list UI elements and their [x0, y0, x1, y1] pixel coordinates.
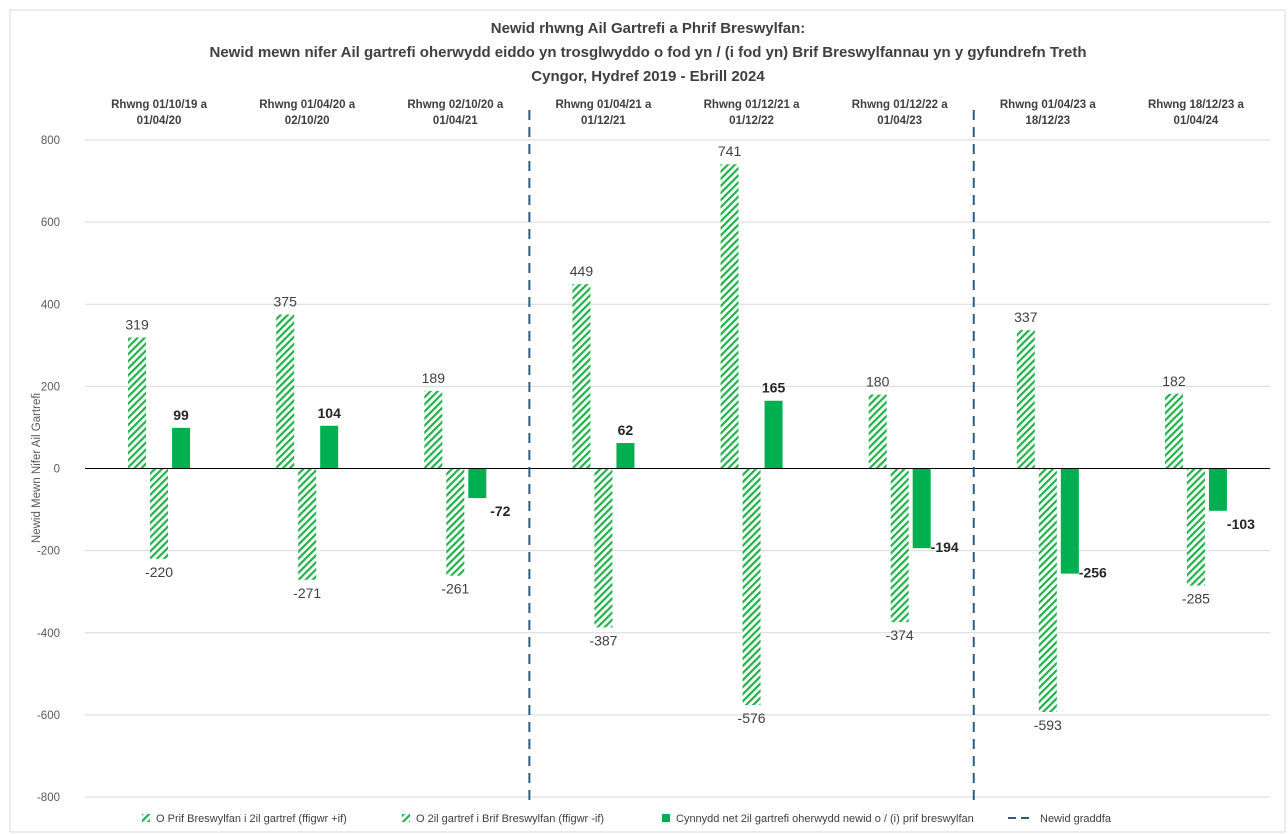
bar-3 — [172, 427, 191, 469]
data-label: 180 — [866, 374, 890, 390]
bar-2 — [890, 468, 909, 623]
data-label: -576 — [738, 710, 766, 726]
period-label: 01/04/20 — [137, 115, 182, 127]
period-label: 01/04/21 — [433, 115, 478, 127]
data-labels: 319 375 189 449 741 180 337 182 -220 -271 -261 -387… — [125, 143, 1255, 733]
period-label: Rhwng 01/04/23 a — [1000, 99, 1096, 111]
bar-2 — [446, 468, 465, 576]
y-tick-label: 0 — [54, 464, 60, 476]
bar-2 — [298, 468, 317, 580]
period-label: 01/12/22 — [729, 115, 774, 127]
y-axis-ticks: 800 600 400 200 0 -200 -400 -600 -800 — [37, 135, 60, 804]
bar-3 — [1060, 468, 1079, 574]
bar-1 — [424, 390, 443, 469]
data-label: -374 — [886, 627, 914, 643]
data-label: -103 — [1227, 516, 1255, 532]
period-label: Rhwng 01/04/20 a — [259, 99, 355, 111]
bar-1 — [868, 394, 887, 469]
legend-swatch — [142, 814, 150, 822]
period-labels: Rhwng 01/10/19 a 01/04/20 Rhwng 01/04/20 a… — [111, 99, 1244, 127]
y-tick-label: -200 — [37, 546, 60, 558]
legend: O Prif Breswylfan i 2il gartref (ffigwr … — [142, 813, 1112, 825]
y-tick-label: 600 — [41, 217, 60, 229]
bar-3 — [616, 443, 635, 469]
period-label: 01/12/21 — [581, 115, 626, 127]
period-label: 18/12/23 — [1025, 115, 1070, 127]
bar-2 — [1186, 468, 1205, 586]
period-label: 01/04/23 — [877, 115, 922, 127]
data-label: -194 — [931, 539, 959, 555]
data-label: 375 — [274, 294, 298, 310]
bar-3 — [912, 468, 931, 549]
data-label: 337 — [1014, 309, 1038, 325]
chart-title-line: Cyngor, Hydref 2019 - Ebrill 2024 — [531, 68, 765, 85]
data-label: 319 — [125, 317, 149, 333]
period-label: 01/04/24 — [1174, 115, 1219, 127]
scale-change-lines — [528, 110, 975, 803]
bar-2 — [150, 468, 169, 559]
bar-3 — [1208, 468, 1227, 511]
data-label: -285 — [1182, 591, 1210, 607]
data-label: -220 — [145, 564, 173, 580]
legend-swatch — [662, 814, 670, 822]
chart-title-line: Newid rhwng Ail Gartrefi a Phrif Breswyl… — [491, 20, 806, 37]
data-label: 104 — [318, 405, 342, 421]
period-label: Rhwng 02/10/20 a — [407, 99, 503, 111]
y-tick-label: 400 — [41, 299, 60, 311]
bar-1 — [1164, 393, 1183, 469]
data-label: 449 — [570, 263, 594, 279]
y-tick-label: 800 — [41, 135, 60, 147]
bar-1 — [128, 337, 147, 469]
bars — [128, 164, 1227, 713]
period-label: Rhwng 18/12/23 a — [1148, 99, 1244, 111]
bar-2 — [1038, 468, 1057, 713]
period-label: Rhwng 01/12/22 a — [852, 99, 948, 111]
data-label: -256 — [1079, 565, 1107, 581]
chart-title: Newid rhwng Ail Gartrefi a Phrif Breswyl… — [209, 20, 1086, 85]
period-label: Rhwng 01/10/19 a — [111, 99, 207, 111]
bar-2 — [742, 468, 761, 706]
data-label: -72 — [490, 503, 510, 519]
y-tick-label: 200 — [41, 381, 60, 393]
data-label: -593 — [1034, 717, 1062, 733]
bar-3 — [468, 468, 487, 499]
data-label: -387 — [589, 632, 617, 648]
bar-2 — [594, 468, 613, 628]
legend-label: Newid graddfa — [1040, 813, 1112, 825]
bar-1 — [276, 314, 295, 469]
period-label: 02/10/20 — [285, 115, 330, 127]
bar-1 — [572, 284, 591, 469]
bar-3 — [764, 400, 783, 469]
data-label: -261 — [441, 581, 469, 597]
data-label: 99 — [173, 407, 189, 423]
legend-label: Cynnydd net 2il gartrefi oherwydd newid … — [676, 813, 974, 825]
period-label: Rhwng 01/12/21 a — [704, 99, 800, 111]
data-label: 165 — [762, 380, 786, 396]
legend-swatch — [402, 814, 410, 822]
data-label: -271 — [293, 585, 321, 601]
chart-title-line: Newid mewn nifer Ail gartrefi oherwydd e… — [209, 44, 1086, 61]
y-tick-label: -400 — [37, 628, 60, 640]
y-axis-label: Newid Mewn Nifer Ail Gartrefi — [31, 393, 43, 543]
data-label: 741 — [718, 143, 742, 159]
bar-1 — [1016, 330, 1035, 469]
y-tick-label: -800 — [37, 792, 60, 804]
legend-label: O 2il gartref i Brif Breswylfan (ffigwr … — [416, 813, 604, 825]
chart-frame — [9, 9, 1286, 833]
bar-3 — [320, 425, 339, 469]
legend-label: O Prif Breswylfan i 2il gartref (ffigwr … — [156, 813, 347, 825]
bar-1 — [720, 164, 739, 469]
y-tick-label: -600 — [37, 710, 60, 722]
period-label: Rhwng 01/04/21 a — [556, 99, 652, 111]
data-label: 182 — [1162, 373, 1186, 389]
data-label: 62 — [618, 422, 634, 438]
data-label: 189 — [422, 370, 446, 386]
